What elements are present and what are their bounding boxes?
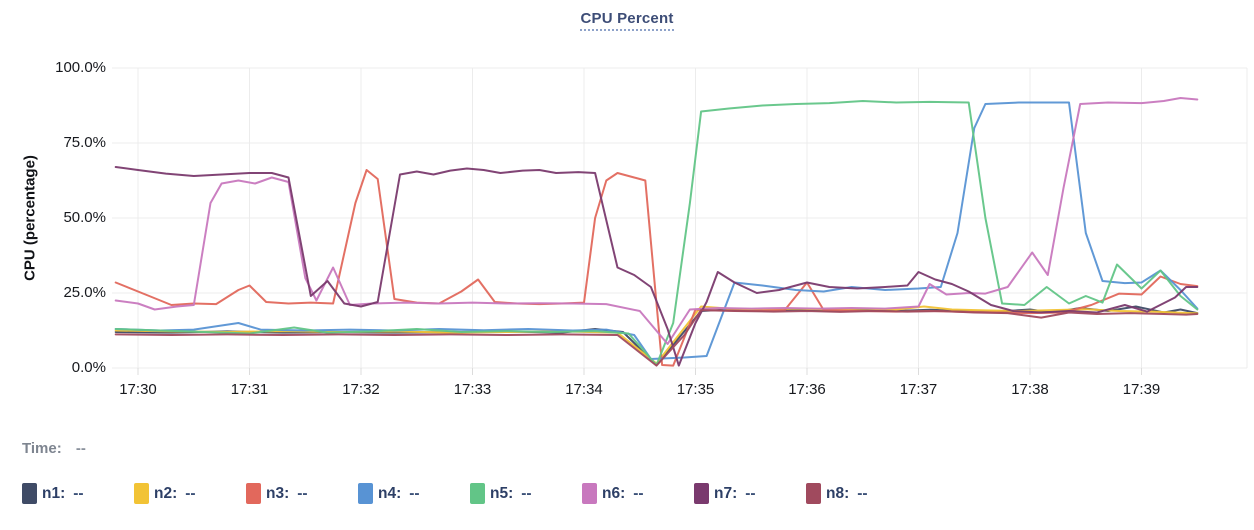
series-line-n5 xyxy=(114,100,1199,366)
legend-item-n3[interactable]: n3: -- xyxy=(246,483,358,504)
x-axis-tick-label: 17:39 xyxy=(1122,381,1161,398)
time-row: Time: -- xyxy=(22,440,86,457)
series-line-n6 xyxy=(114,97,1199,345)
legend-value-n3: -- xyxy=(297,484,308,502)
legend-label-n2: n2: xyxy=(154,484,178,502)
legend-label-n6: n6: xyxy=(602,484,626,502)
legend-label-n3: n3: xyxy=(266,484,290,502)
chart-legend: n1: -- n2: -- n3: -- n4: -- n5: -- n6: -- n7: -- n8: -- xyxy=(22,483,918,504)
legend-swatch-n1 xyxy=(22,483,37,504)
horizontal-gridlines xyxy=(112,67,1247,369)
legend-swatch-n6 xyxy=(582,483,597,504)
chart-title-wrap: CPU Percent xyxy=(0,10,1254,31)
legend-item-n5[interactable]: n5: -- xyxy=(470,483,582,504)
y-axis-tick-label: 100.0% xyxy=(55,59,106,76)
legend-label-n1: n1: xyxy=(42,484,66,502)
legend-value-n6: -- xyxy=(633,484,644,502)
legend-value-n2: -- xyxy=(185,484,196,502)
legend-item-n2[interactable]: n2: -- xyxy=(134,483,246,504)
series-line-n8 xyxy=(114,309,1199,367)
legend-swatch-n3 xyxy=(246,483,261,504)
legend-label-n7: n7: xyxy=(714,484,738,502)
legend-value-n5: -- xyxy=(521,484,532,502)
y-axis-title: CPU (percentage) xyxy=(21,155,39,281)
legend-label-n4: n4: xyxy=(378,484,402,502)
x-axis-tick-label: 17:37 xyxy=(899,381,938,398)
legend-swatch-n4 xyxy=(358,483,373,504)
legend-item-n8[interactable]: n8: -- xyxy=(806,483,918,504)
x-axis-tick-label: 17:33 xyxy=(453,381,492,398)
x-axis-tick-label: 17:31 xyxy=(230,381,269,398)
series-line-n7 xyxy=(114,166,1199,367)
y-axis-tick-label: 50.0% xyxy=(63,209,106,226)
legend-item-n6[interactable]: n6: -- xyxy=(582,483,694,504)
legend-swatch-n5 xyxy=(470,483,485,504)
legend-item-n4[interactable]: n4: -- xyxy=(358,483,470,504)
time-row-label: Time: xyxy=(22,440,62,457)
legend-label-n5: n5: xyxy=(490,484,514,502)
x-axis-tick-label: 17:36 xyxy=(788,381,826,398)
x-axis-tick-label: 17:38 xyxy=(1011,381,1049,398)
chart-plot-area[interactable] xyxy=(112,68,1247,368)
legend-item-n1[interactable]: n1: -- xyxy=(22,483,134,504)
chart-title: CPU Percent xyxy=(580,10,674,31)
y-axis-tick-label: 0.0% xyxy=(71,359,106,376)
x-axis-tick-label: 17:30 xyxy=(119,381,157,398)
legend-label-n8: n8: xyxy=(826,484,850,502)
x-axis-tick-label: 17:34 xyxy=(565,381,603,398)
legend-value-n4: -- xyxy=(409,484,420,502)
legend-item-n7[interactable]: n7: -- xyxy=(694,483,806,504)
time-row-value: -- xyxy=(75,440,86,457)
legend-swatch-n7 xyxy=(694,483,709,504)
x-axis-tick-label: 17:35 xyxy=(676,381,715,398)
legend-swatch-n8 xyxy=(806,483,821,504)
x-axis-tick-marks xyxy=(137,368,1142,375)
legend-value-n1: -- xyxy=(73,484,84,502)
x-axis-tick-label: 17:32 xyxy=(342,381,380,398)
y-axis-tick-label: 25.0% xyxy=(63,284,106,301)
y-axis-tick-label: 75.0% xyxy=(63,134,106,151)
legend-value-n7: -- xyxy=(745,484,756,502)
series-lines xyxy=(114,97,1199,367)
legend-value-n8: -- xyxy=(857,484,868,502)
series-line-n4 xyxy=(114,101,1199,360)
legend-swatch-n2 xyxy=(134,483,149,504)
